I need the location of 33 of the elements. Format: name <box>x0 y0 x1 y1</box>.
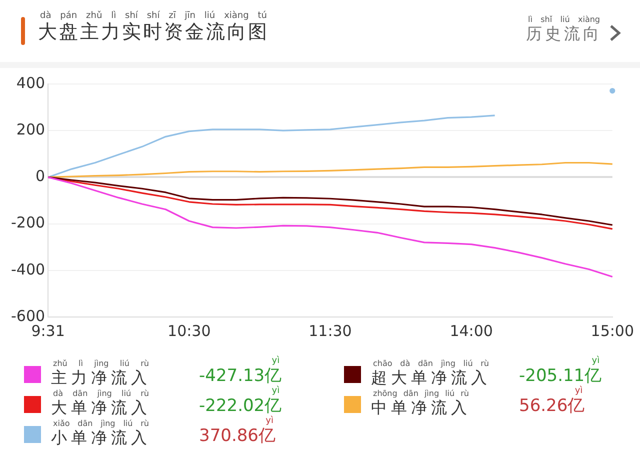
y-tick-label: 400 <box>16 74 46 92</box>
text: yì <box>272 356 280 366</box>
y-tick-label: 0 <box>35 167 46 186</box>
text: xiǎo dān jìng liú rù <box>52 418 150 428</box>
y-tick-label: -400 <box>10 260 46 278</box>
legend-label: 中单净流入 <box>371 398 471 417</box>
text: chāo dà dān jìng liú rù <box>372 358 490 368</box>
text: zhōng dān jìng liú rù <box>372 388 470 398</box>
text: dà dān jìng liú rù <box>52 388 150 399</box>
legend-label: 小单净流入 <box>51 428 151 447</box>
text: lì shǐ liú xiàng <box>527 15 601 25</box>
x-tick-label: 10:30 <box>168 322 211 340</box>
text: 历史流向 <box>526 24 602 44</box>
text: dà pán zhǔ lì shí shí zī jīn liú xiàng tú <box>39 11 268 22</box>
text: -222.02亿 <box>199 396 282 416</box>
y-tick-label: 200 <box>16 120 46 138</box>
x-tick-label: 15:00 <box>590 322 634 340</box>
legend-label: 主力净流入 <box>51 368 151 387</box>
legend-label: 大单净流入 <box>51 398 151 417</box>
text: yì <box>574 386 583 396</box>
legend-label: 超大单净流入 <box>371 368 491 387</box>
text: 370.86亿 <box>199 426 276 446</box>
text: yì <box>592 356 600 366</box>
text: 56.26亿 <box>519 396 585 416</box>
text: yì <box>272 386 280 396</box>
text: -205.11亿 <box>519 366 602 386</box>
x-tick-label: 14:00 <box>450 322 493 340</box>
chart-title: 大盘主力实时资金流向图 <box>38 20 269 44</box>
text: -427.13亿 <box>199 366 282 386</box>
y-tick-label: -200 <box>10 214 46 232</box>
text: zhǔ lì jìng liú rù <box>52 358 150 369</box>
text: yì <box>266 416 274 426</box>
x-tick-label: 11:30 <box>308 322 352 340</box>
